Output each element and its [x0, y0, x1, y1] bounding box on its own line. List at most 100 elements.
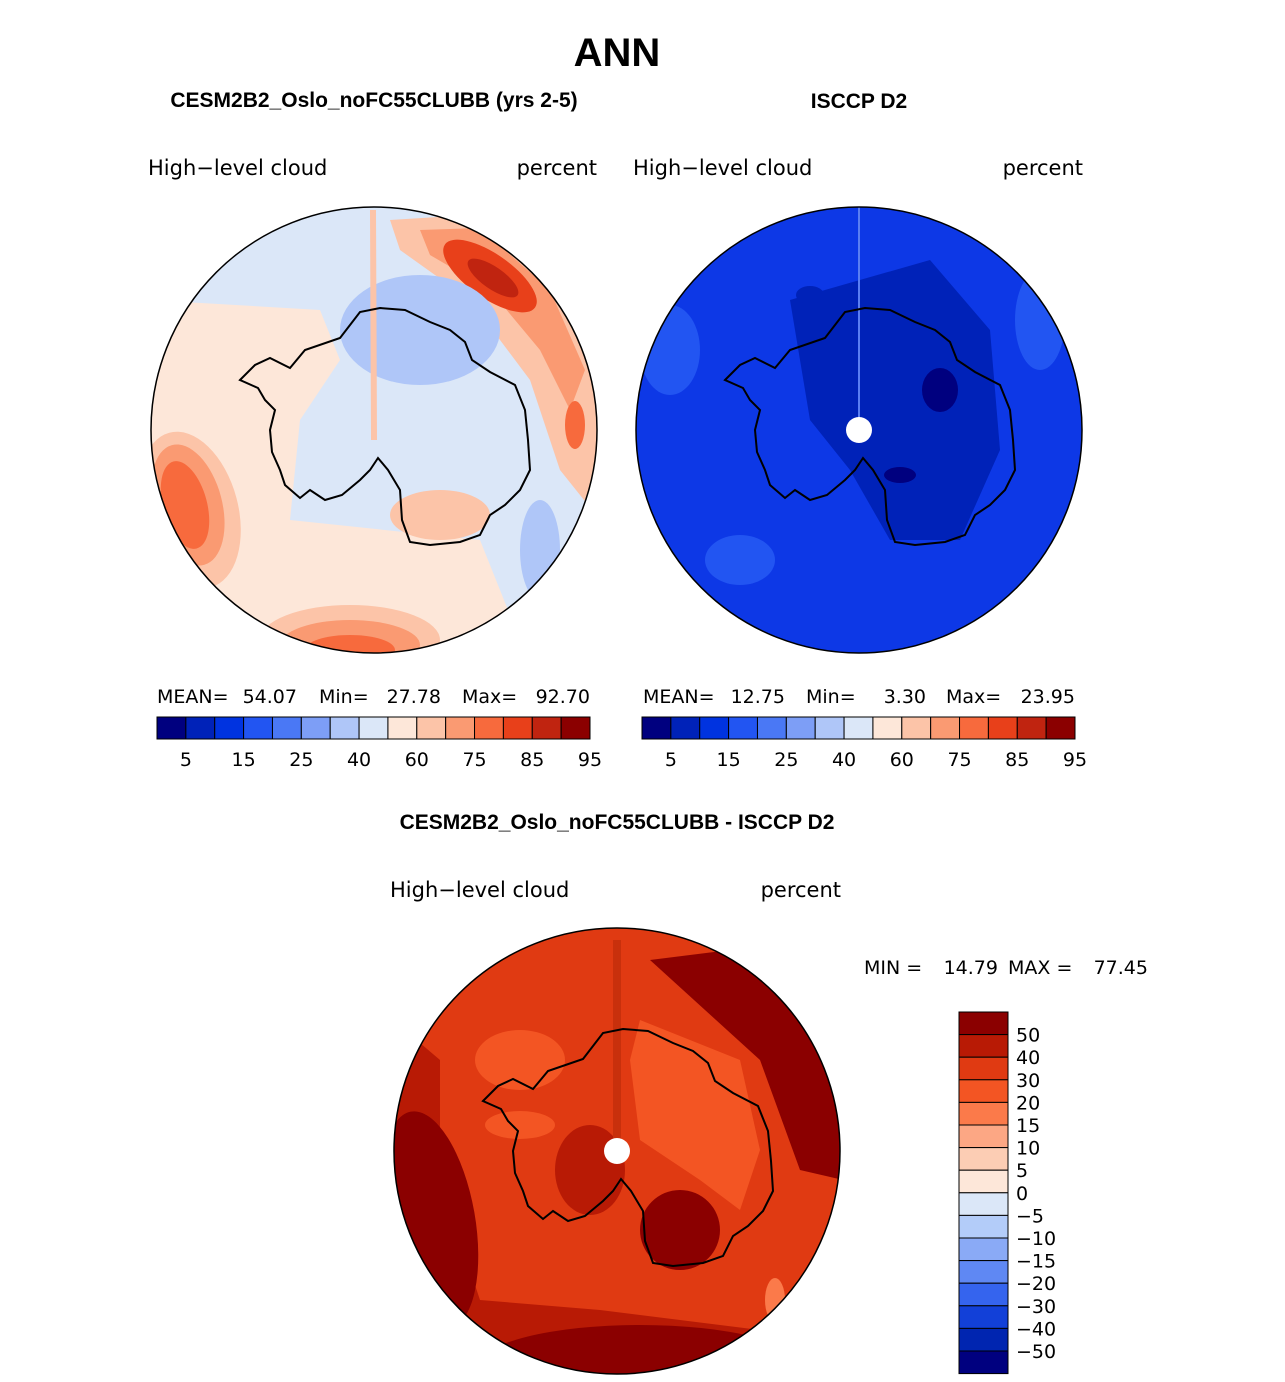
- colorbar-obs-swatch: [1045, 716, 1076, 740]
- colorbar-model-tick-label: 25: [289, 749, 313, 771]
- colorbar-model-swatch: [416, 716, 447, 740]
- colorbar-diff-swatch: [958, 1192, 1009, 1216]
- colorbar-diff-tick-label: −40: [1016, 1318, 1056, 1340]
- colorbar-diff-swatch: [958, 1282, 1009, 1307]
- colorbar-diff-tick-label: 0: [1016, 1183, 1028, 1205]
- colorbar-model-swatch: [502, 716, 533, 740]
- colorbar-obs-swatch: [785, 716, 816, 740]
- colorbar-obs-swatch: [901, 716, 932, 740]
- colorbar-model-tick-label: 95: [578, 749, 602, 771]
- colorbar-obs-tick-label: 5: [665, 749, 677, 771]
- map-diff-region: [480, 1325, 800, 1374]
- colorbar-model-swatch: [300, 716, 331, 740]
- panel-diff: CESM2B2_Oslo_noFC55CLUBB - ISCCP D2 High…: [390, 811, 1148, 1375]
- colorbar-model-swatch: [358, 716, 389, 740]
- colorbar-diff-tick-label: 5: [1016, 1160, 1028, 1182]
- map-model-region: [305, 635, 395, 653]
- colorbar-model-tick-label: 40: [347, 749, 371, 771]
- panel-model-variable: High−level cloud: [148, 156, 327, 180]
- colorbar-diff-swatch: [958, 1011, 1009, 1036]
- colorbar-obs-swatch: [872, 716, 903, 740]
- colorbar-diff-tick-label: −50: [1016, 1341, 1056, 1363]
- colorbar-obs-swatch: [670, 716, 701, 740]
- map-model-region: [565, 401, 585, 449]
- colorbar-obs-swatch: [843, 716, 874, 740]
- colorbar-diff-swatch: [958, 1147, 1009, 1171]
- colorbar-diff-swatch: [958, 1237, 1009, 1262]
- main-title: ANN: [574, 31, 661, 75]
- map-obs-region: [705, 535, 775, 585]
- colorbar-obs-swatch: [814, 716, 845, 740]
- colorbar-model-tick-label: 75: [462, 749, 486, 771]
- map-obs-region: [1015, 270, 1065, 370]
- colorbar-diff-swatch: [958, 1124, 1009, 1149]
- colorbar-obs-swatch: [1016, 716, 1047, 740]
- panel-obs-min-label: Min=: [806, 686, 856, 708]
- colorbar-diff-swatch: [958, 1056, 1009, 1081]
- colorbar-obs: 5 15 25 40 60 75 85 95: [641, 716, 1087, 771]
- map-obs-region: [858, 207, 860, 430]
- colorbar-model-swatch: [271, 716, 302, 740]
- colorbar-model-swatch: [156, 716, 187, 740]
- pole-mask-diff: [604, 1138, 630, 1164]
- map-diff-region: [630, 1020, 760, 1210]
- colorbar-diff-tick-label: 40: [1016, 1047, 1040, 1069]
- map-obs-region: [922, 368, 958, 412]
- map-model-region: [340, 275, 500, 385]
- map-model-border: [150, 206, 598, 654]
- colorbar-model-swatch: [243, 716, 273, 740]
- map-obs-region: [790, 260, 1000, 540]
- colorbar-diff-tick-label: −15: [1016, 1251, 1056, 1273]
- map-diff-region: [475, 1030, 565, 1090]
- panel-obs-max: 23.95: [1021, 686, 1075, 708]
- colorbar-model-tick-label: 15: [232, 749, 256, 771]
- colorbar-model-swatch: [329, 716, 360, 740]
- panel-diff-variable: High−level cloud: [390, 878, 569, 902]
- panel-model-max: 92.70: [536, 686, 590, 708]
- colorbar-diff-tick-label: 10: [1016, 1138, 1040, 1160]
- colorbar-model: 5 15 25 40 60 75 85 95: [156, 716, 602, 771]
- colorbar-model-tick-label: 60: [405, 749, 429, 771]
- map-obs-region: [796, 286, 824, 304]
- map-model: [151, 207, 597, 653]
- colorbar-obs-tick-label: 25: [774, 749, 798, 771]
- panel-model-title: CESM2B2_Oslo_noFC55CLUBB (yrs 2-5): [170, 89, 577, 112]
- colorbar-obs-tick-label: 60: [890, 749, 914, 771]
- colorbar-obs-swatch: [756, 716, 787, 740]
- map-diff-region: [640, 1190, 720, 1270]
- colorbar-model-swatch: [185, 716, 216, 740]
- colorbar-diff-tick-label: 50: [1016, 1025, 1040, 1047]
- panel-diff-units: percent: [761, 878, 841, 902]
- colorbar-diff-tick-label: −10: [1016, 1228, 1056, 1250]
- panel-model-min-label: Min=: [319, 686, 369, 708]
- map-model-region: [520, 500, 560, 600]
- colorbar-diff-swatch: [958, 1034, 1009, 1058]
- map-model-region: [151, 300, 520, 653]
- colorbar-model-tick-label: 85: [520, 749, 544, 771]
- panel-diff-min-label: MIN =: [864, 957, 922, 979]
- colorbar-model-tick-label: 5: [180, 749, 192, 771]
- colorbar-obs-swatch: [699, 716, 730, 740]
- colorbar-model-swatch: [531, 716, 562, 740]
- panel-diff-max-label: MAX =: [1008, 957, 1072, 979]
- map-obs-border: [635, 206, 1083, 654]
- colorbar-model-swatch: [387, 716, 418, 740]
- colorbar-model-swatch: [474, 716, 504, 740]
- panel-obs-max-label: Max=: [946, 686, 1001, 708]
- map-diff-border: [393, 927, 841, 1375]
- colorbar-diff-tick-label: −30: [1016, 1296, 1056, 1318]
- panel-obs-mean-label: MEAN=: [643, 686, 715, 708]
- colorbar-obs-tick-label: 75: [947, 749, 971, 771]
- panel-obs: ISCCP D2 High−level cloud percent MEAN= …: [633, 90, 1087, 771]
- map-diff-region: [485, 1111, 555, 1139]
- colorbar-diff-swatch: [958, 1214, 1009, 1239]
- colorbar-model-swatch: [445, 716, 476, 740]
- panel-model-units: percent: [517, 156, 597, 180]
- colorbar-diff-swatch: [958, 1101, 1009, 1126]
- colorbar-obs-tick-label: 15: [717, 749, 741, 771]
- colorbar-diff-tick-label: 30: [1016, 1070, 1040, 1092]
- panel-model: CESM2B2_Oslo_noFC55CLUBB (yrs 2-5) High−…: [148, 89, 602, 771]
- map-model-region: [370, 210, 377, 440]
- colorbar-diff-swatch: [958, 1327, 1009, 1352]
